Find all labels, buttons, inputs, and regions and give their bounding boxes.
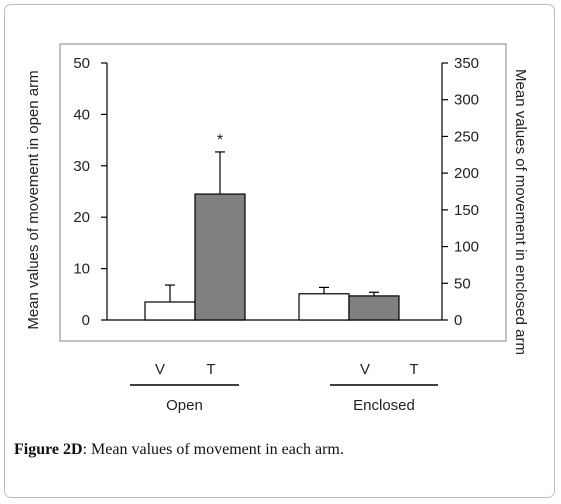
category-label-t-open: T [206,361,215,378]
y-tick-label-left: 30 [73,158,90,175]
category-label-v-enclosed: V [360,361,370,378]
y-tick-label-left: 10 [73,261,90,278]
figure-frame [4,4,555,498]
y-tick-label-left: 20 [73,209,90,226]
bar-t-open [194,193,246,321]
group-label-enclosed: Enclosed [353,397,415,414]
y-tick-label-right: 0 [454,312,462,329]
caption-label: Figure 2D [14,441,83,458]
y-tick-label-right: 350 [454,55,479,72]
y-tick-label-right: 100 [454,239,479,256]
y-tick-label-right: 50 [454,275,471,292]
y-tick-label-left: 40 [73,106,90,123]
bar-v-open [144,301,196,321]
group-label-open: Open [166,397,203,414]
category-label-v-open: V [155,361,165,378]
caption-text: Mean values of movement in each arm. [91,441,344,458]
y-tick-label-right: 300 [454,92,479,109]
significance-marker: * [217,132,223,149]
y-tick-label-right: 250 [454,128,479,145]
y-tick-label-right: 150 [454,202,479,219]
caption-separator: : [82,441,92,458]
bar-v-enclosed [298,293,350,321]
y-tick-label-right: 200 [454,165,479,182]
category-label-t-enclosed: T [409,361,418,378]
y-axis-title-right: Mean values of movement in enclosed arm [512,69,529,355]
plot-area-border [59,43,507,342]
y-tick-label-left: 50 [73,55,90,72]
y-tick-label-left: 0 [82,312,90,329]
y-axis-title-left: Mean values of movement in open arm [25,70,42,329]
figure-caption: Figure 2D: Mean values of movement in ea… [14,441,344,459]
bar-t-enclosed [348,295,400,321]
